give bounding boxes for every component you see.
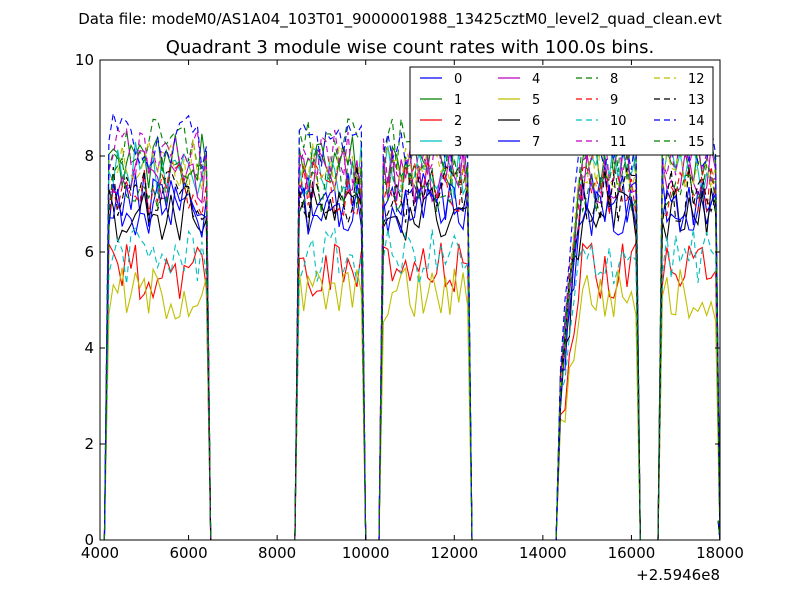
plot-frame bbox=[99, 59, 721, 541]
legend-label-7: 7 bbox=[532, 135, 540, 150]
chart-suptitle: Data file: modeM0/AS1A04_103T01_90000019… bbox=[78, 10, 722, 29]
y-tick-label: 4 bbox=[84, 339, 94, 357]
series-line-13 bbox=[103, 165, 720, 540]
x-tick-label: 16000 bbox=[608, 544, 656, 562]
legend-label-3: 3 bbox=[454, 135, 462, 150]
y-tick-label: 0 bbox=[84, 531, 94, 549]
x-tick-label: 6000 bbox=[169, 544, 207, 562]
axis-ticks: 4000 6000 8000 10000 12000 14000 16000 18000 0 2 4… bbox=[75, 51, 744, 562]
legend-label-5: 5 bbox=[532, 93, 540, 108]
legend-label-13: 13 bbox=[688, 93, 705, 108]
legend-label-12: 12 bbox=[688, 72, 705, 87]
legend-label-14: 14 bbox=[688, 114, 705, 129]
legend-label-6: 6 bbox=[532, 114, 540, 129]
x-tick-label: 4000 bbox=[81, 544, 119, 562]
x-offset-label: +2.5946e8 bbox=[636, 566, 720, 584]
y-tick-label: 2 bbox=[84, 435, 94, 453]
x-tick-label: 12000 bbox=[430, 544, 478, 562]
y-tick-label: 10 bbox=[75, 51, 94, 69]
series-line-12 bbox=[103, 139, 720, 540]
legend-label-11: 11 bbox=[610, 135, 627, 150]
x-tick-label: 10000 bbox=[342, 544, 390, 562]
legend-label-15: 15 bbox=[688, 135, 705, 150]
legend-box bbox=[409, 66, 714, 156]
x-tick-label: 18000 bbox=[696, 544, 744, 562]
x-tick-label: 8000 bbox=[258, 544, 296, 562]
legend-label-9: 9 bbox=[610, 93, 618, 108]
legend-label-2: 2 bbox=[454, 114, 462, 129]
y-tick-label: 8 bbox=[84, 147, 94, 165]
legend-label-4: 4 bbox=[532, 72, 540, 87]
legend-label-10: 10 bbox=[610, 114, 627, 129]
chart-title: Quadrant 3 module wise count rates with … bbox=[166, 37, 655, 58]
series-line-15 bbox=[103, 155, 720, 540]
x-tick-label: 14000 bbox=[519, 544, 567, 562]
y-tick-label: 6 bbox=[84, 243, 94, 261]
legend-label-0: 0 bbox=[454, 72, 462, 87]
legend-label-1: 1 bbox=[454, 93, 462, 108]
legend-label-8: 8 bbox=[610, 72, 618, 87]
